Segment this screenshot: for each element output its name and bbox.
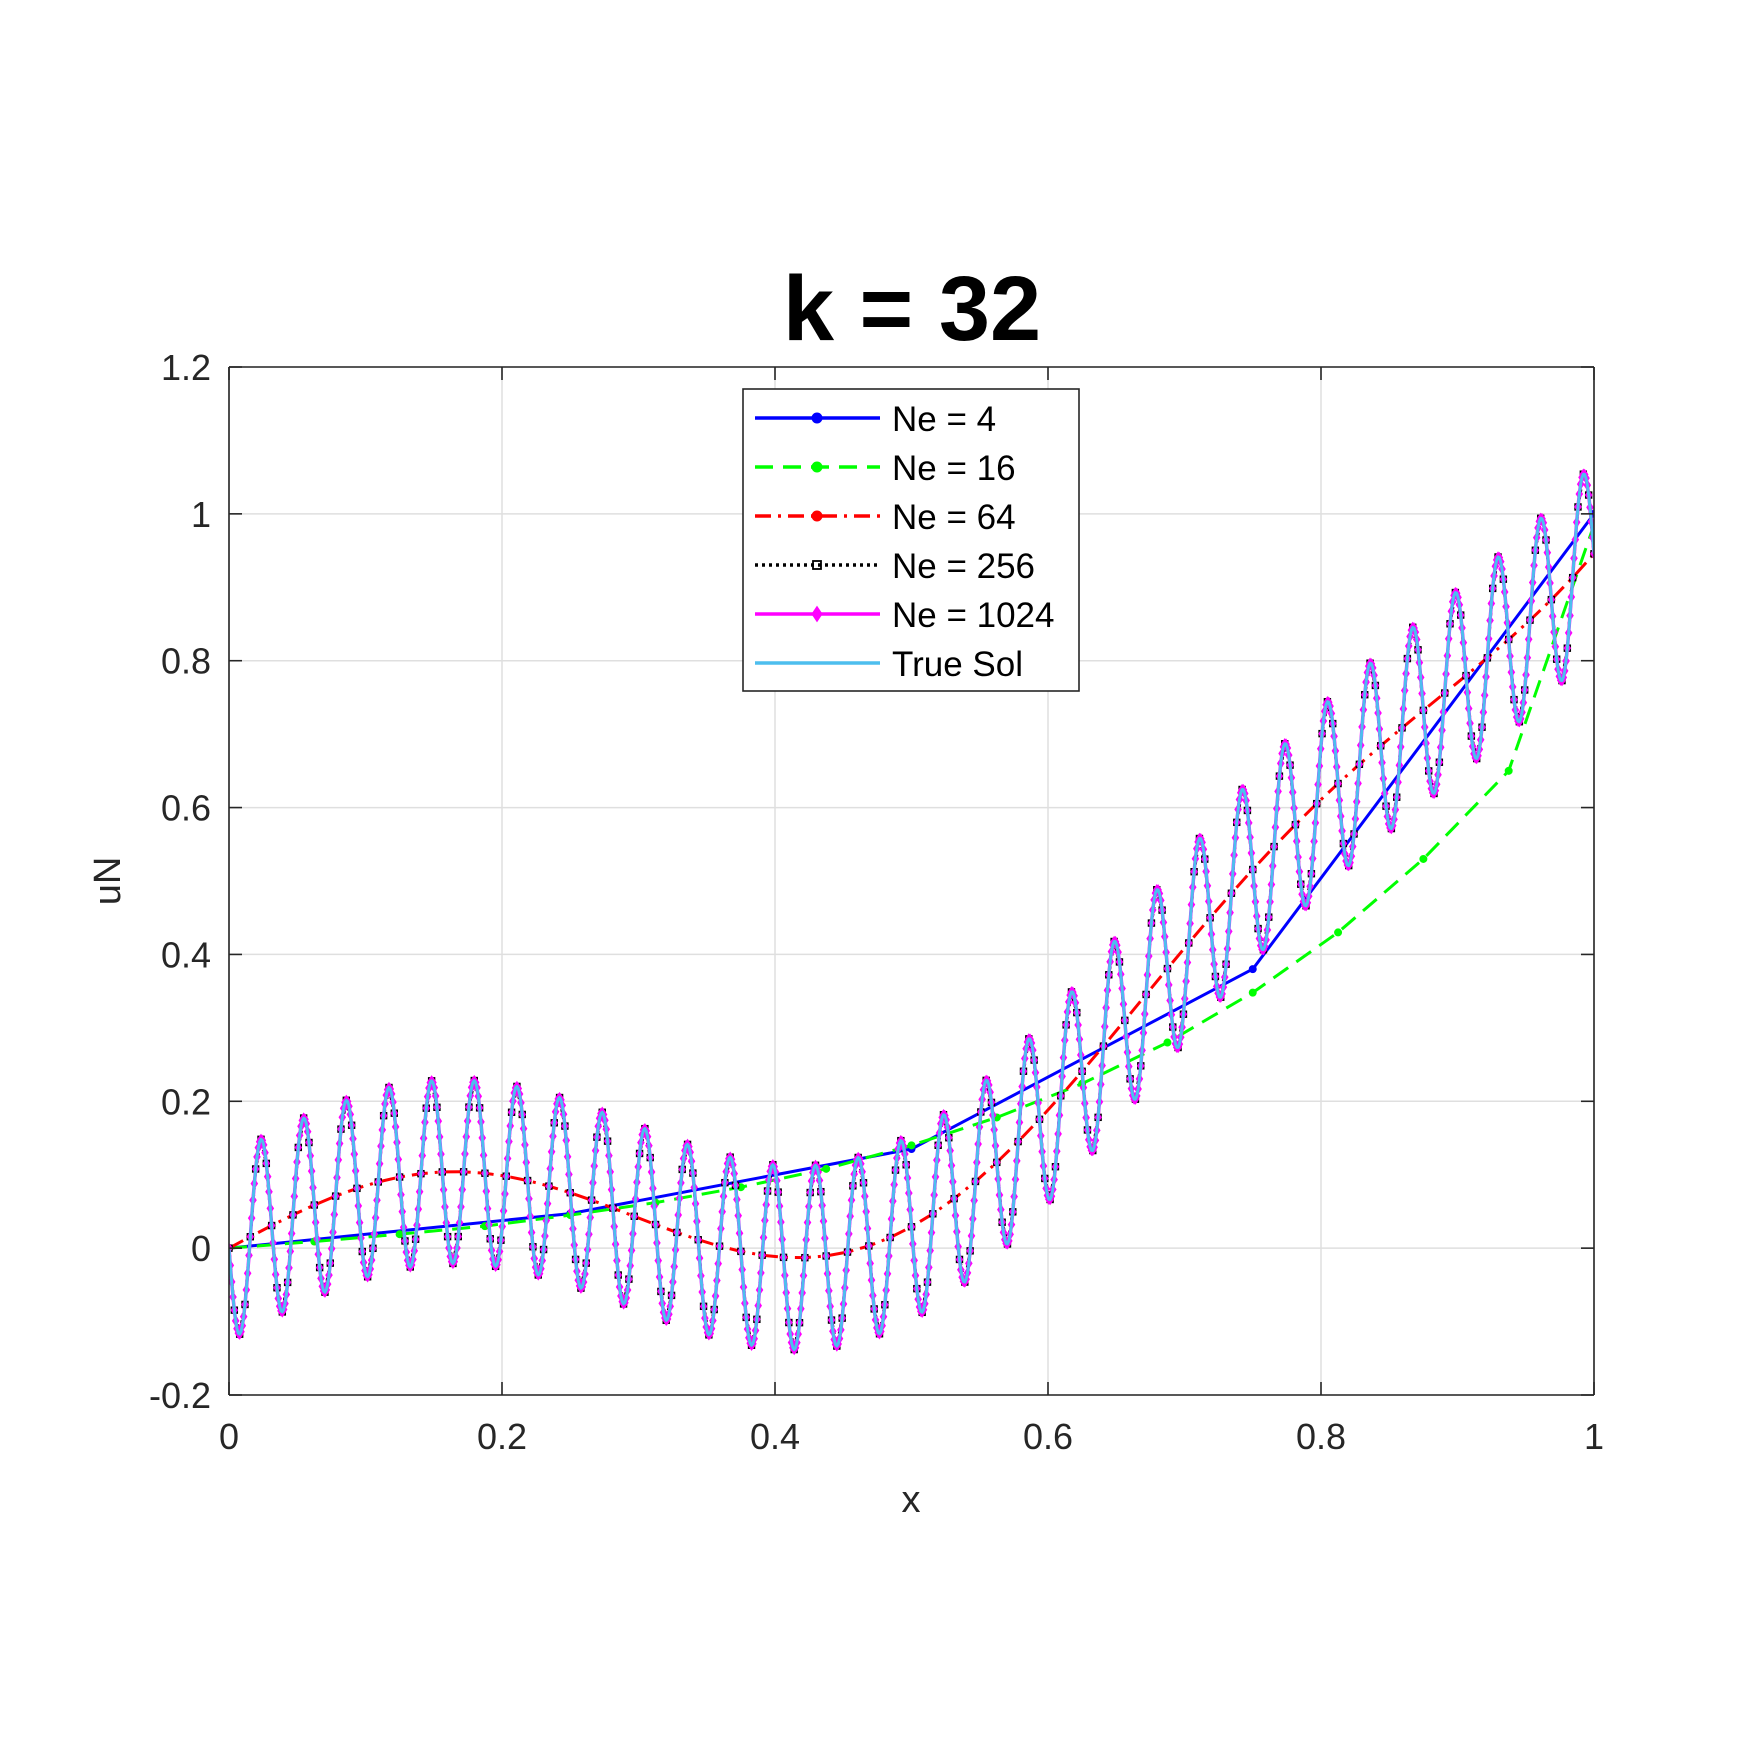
legend-box <box>742 388 1080 692</box>
x-tick-label: 0.8 <box>1296 1416 1346 1457</box>
legend-item: Ne = 1024 <box>755 596 1055 635</box>
y-tick-label: 0.2 <box>161 1081 211 1122</box>
series-line <box>229 524 1594 1250</box>
legend-label: Ne = 4 <box>892 400 996 439</box>
x-tick-label: 0.4 <box>750 1416 800 1457</box>
legend-label: Ne = 256 <box>892 547 1035 586</box>
y-tick-label: 0 <box>191 1228 211 1269</box>
axes <box>228 366 1595 1396</box>
x-tick-label: 0.6 <box>1023 1416 1073 1457</box>
data-point <box>1419 854 1428 863</box>
y-tick-label: 0.8 <box>161 641 211 682</box>
legend-marker <box>812 560 822 570</box>
legend-item: Ne = 16 <box>755 449 1016 488</box>
y-tick-label: 0.4 <box>161 934 211 975</box>
x-tick-label: 0.2 <box>477 1416 527 1457</box>
series-true-sol <box>229 472 1594 1352</box>
y-tick-label: 1 <box>191 494 211 535</box>
data-point <box>1248 965 1257 974</box>
legend-label: Ne = 1024 <box>892 596 1055 635</box>
legend-label: True Sol <box>892 645 1023 684</box>
y-tick-label: 1.2 <box>161 347 211 388</box>
x-tick-label: 0 <box>219 1416 239 1457</box>
data-point <box>907 1141 916 1150</box>
legend-marker <box>811 510 823 522</box>
x-axis-label: x <box>902 1479 921 1521</box>
y-tick-label: 0.6 <box>161 788 211 829</box>
legend: Ne = 4 Ne = 16 Ne = 64 Ne = 256 Ne = 1024 Tru… <box>742 388 1080 692</box>
legend-item: Ne = 256 <box>755 547 1035 586</box>
legend-label: Ne = 16 <box>892 449 1016 488</box>
legend-marker <box>811 461 823 473</box>
series-line <box>229 472 1594 1352</box>
legend-marker <box>811 412 823 424</box>
data-point <box>1334 928 1343 937</box>
ticks: 0 0.2 0.4 0.6 0.8 1-0.200.20.40.60.811.2 <box>149 347 1604 1457</box>
data-point <box>395 1230 404 1239</box>
legend-item: Ne = 4 <box>755 400 996 439</box>
data-point <box>1163 1038 1172 1047</box>
x-tick-label: 1 <box>1584 1416 1604 1457</box>
series-layer <box>229 468 1594 1356</box>
data-point <box>1248 988 1257 997</box>
y-tick-label: -0.2 <box>149 1375 211 1416</box>
chart-title: k = 32 <box>783 258 1041 360</box>
data-point <box>1504 766 1513 775</box>
data-point <box>822 1164 831 1173</box>
legend-label: Ne = 64 <box>892 498 1016 537</box>
legend-item: Ne = 64 <box>755 498 1016 537</box>
legend-item: True Sol <box>755 645 1023 684</box>
legend-marker <box>811 605 823 623</box>
y-axis-label: uN <box>87 857 129 906</box>
